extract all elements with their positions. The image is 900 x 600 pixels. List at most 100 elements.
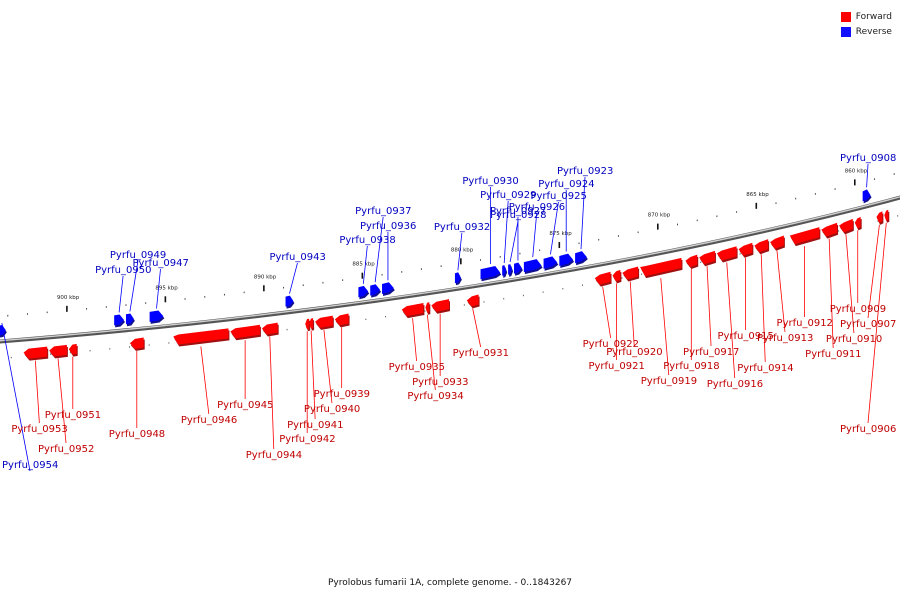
gene-label: Pyrfu_0948	[109, 429, 165, 440]
gene-label: Pyrfu_0912	[777, 318, 833, 329]
gene-leader-line	[706, 266, 712, 347]
legend-swatch-reverse	[840, 26, 851, 37]
gene-arrow	[114, 314, 125, 326]
gene-leader-line	[156, 268, 161, 309]
gene-label: Pyrfu_0922	[583, 339, 639, 350]
gene-label: Pyrfu_0938	[339, 235, 395, 246]
ruler-minor-tick	[322, 281, 324, 284]
ruler-minor-tick	[105, 306, 107, 308]
gene-label: Pyrfu_0909	[830, 304, 886, 315]
gene-leader-line	[760, 254, 766, 363]
gene-arrow	[305, 318, 310, 330]
gene-label: Pyrfu_0945	[217, 400, 273, 411]
gene-leader-line	[845, 234, 855, 334]
gene-arrow	[334, 313, 349, 326]
gene-leader-line	[776, 250, 786, 333]
legend: Forward Reverse	[840, 9, 892, 39]
gene-label: Pyrfu_0940	[304, 404, 360, 415]
ruler-minor-tick-lower	[621, 277, 623, 279]
ruler-minor-tick-lower	[385, 315, 387, 318]
gene-leader-line	[1, 322, 31, 472]
ruler-minor-tick	[539, 249, 541, 252]
gene-arrow	[401, 302, 424, 317]
legend-label-forward: Forward	[855, 11, 892, 22]
gene-label: Pyrfu_0942	[279, 434, 335, 445]
gene-label: Pyrfu_0936	[360, 221, 416, 232]
gene-arrow	[685, 254, 698, 268]
ruler-label: 900 kbp	[57, 295, 80, 301]
ruler-minor-tick	[736, 211, 738, 213]
ruler-minor-tick	[893, 173, 895, 175]
gene-leader-line	[269, 336, 275, 450]
gene-arrow	[149, 310, 164, 322]
gene-label: Pyrfu_0910	[826, 334, 882, 345]
gene-arrow	[309, 318, 314, 329]
gene-label: Pyrfu_0915	[717, 331, 773, 342]
gene-arrow	[370, 284, 381, 296]
ruler-label: 895 kbp	[155, 285, 178, 291]
gene-arrow	[382, 282, 394, 294]
ruler-minor-tick-lower	[582, 284, 584, 286]
gene-label: Pyrfu_0918	[663, 361, 719, 372]
ruler-minor-tick	[420, 268, 422, 270]
ruler-minor-tick-lower	[877, 220, 879, 222]
gene-label: Pyrfu_0925	[530, 191, 586, 202]
gene-label: Pyrfu_0906	[840, 424, 896, 435]
gene-arrow	[622, 266, 639, 280]
gene-leader-line	[200, 346, 210, 415]
gene-leader-line	[362, 245, 368, 284]
gene-label: Pyrfu_0927	[490, 206, 546, 217]
gene-leader-line	[129, 260, 139, 312]
gene-arrow	[575, 251, 587, 264]
sequence-backbone	[0, 195, 900, 344]
ruler-label: 865 kbp	[746, 192, 769, 198]
ruler-minor-tick-lower	[838, 230, 840, 232]
gene-label: Pyrfu_0935	[389, 362, 445, 373]
gene-leader-line	[289, 262, 298, 294]
legend-item-forward: Forward	[840, 9, 892, 24]
ruler-minor-tick	[204, 296, 206, 298]
ruler-minor-tick-lower	[109, 348, 111, 350]
ruler-minor-tick	[480, 259, 482, 261]
ruler-minor-tick	[637, 231, 639, 234]
gene-arrow	[559, 253, 574, 267]
gene-label: Pyrfu_0916	[707, 379, 763, 390]
gene-arrow	[514, 262, 522, 274]
gene-leader-line	[118, 275, 124, 313]
ruler-minor-tick	[46, 311, 48, 314]
gene-arrow	[716, 246, 737, 261]
gene-arrow	[431, 299, 450, 312]
gene-arrow	[862, 189, 871, 202]
ruler-major-tick	[853, 179, 856, 186]
ruler-major-tick	[657, 223, 659, 230]
gene-label: Pyrfu_0911	[805, 349, 861, 360]
ruler-minor-tick-lower	[424, 310, 426, 312]
gene-leader-line	[323, 329, 333, 404]
ruler-minor-tick	[775, 202, 777, 204]
ruler-label: 860 kbp	[845, 168, 868, 174]
gene-arrow	[315, 315, 333, 328]
gene-arrow	[508, 264, 513, 275]
ruler-major-tick	[164, 296, 167, 303]
ruler-minor-tick-lower	[128, 346, 130, 348]
gene-leader-line	[629, 281, 635, 347]
gene-arrow	[884, 209, 889, 221]
gene-arrow	[770, 235, 784, 249]
gene-leader-line	[509, 220, 519, 263]
gene-label: Pyrfu_0930	[462, 176, 518, 187]
gene-leader-line	[310, 330, 316, 420]
gene-arrow	[129, 337, 144, 349]
gene-label: Pyrfu_0954	[2, 460, 58, 471]
gene-label: Pyrfu_0920	[606, 347, 662, 358]
gene-leader-line	[532, 212, 538, 258]
gene-arrow	[261, 322, 278, 335]
ruler-minor-tick	[696, 219, 698, 222]
gene-leader-line	[828, 238, 834, 349]
gene-arrow	[425, 302, 430, 313]
ruler-minor-tick	[26, 313, 28, 315]
gene-leader-line	[550, 201, 559, 255]
gene-leader-line	[866, 163, 869, 188]
gene-label: Pyrfu_0929	[480, 190, 536, 201]
ruler-minor-tick-lower	[542, 291, 544, 293]
